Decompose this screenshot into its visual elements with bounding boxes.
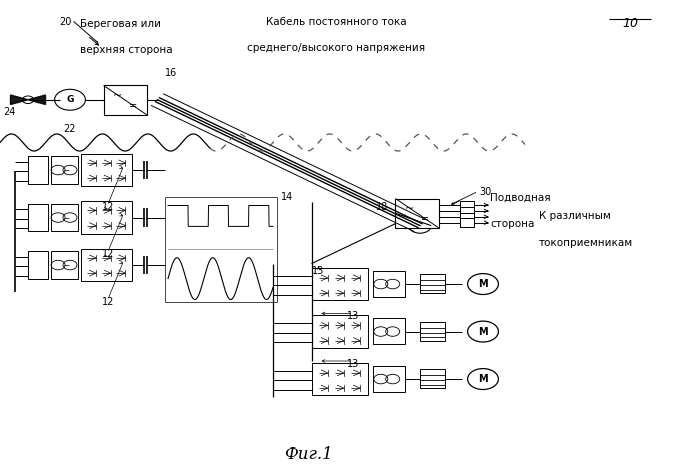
Text: G: G: [66, 95, 74, 104]
Text: К различным: К различным: [539, 211, 610, 221]
Text: ~: ~: [405, 204, 414, 214]
FancyBboxPatch shape: [51, 156, 78, 184]
FancyBboxPatch shape: [312, 363, 368, 395]
Text: Кабель постоянного тока: Кабель постоянного тока: [266, 17, 406, 27]
FancyBboxPatch shape: [28, 251, 48, 279]
Text: M: M: [478, 279, 488, 289]
FancyBboxPatch shape: [81, 249, 132, 281]
Text: 20: 20: [60, 17, 72, 27]
Text: 22: 22: [64, 124, 76, 133]
Text: 24: 24: [4, 106, 16, 117]
FancyBboxPatch shape: [104, 86, 147, 115]
FancyBboxPatch shape: [373, 318, 405, 344]
Text: 12: 12: [102, 202, 115, 212]
FancyBboxPatch shape: [420, 322, 445, 341]
Text: среднего/высокого напряжения: среднего/высокого напряжения: [247, 43, 425, 53]
Text: токоприемникам: токоприемникам: [539, 238, 633, 247]
Text: 13: 13: [346, 311, 358, 321]
FancyBboxPatch shape: [164, 197, 276, 302]
FancyBboxPatch shape: [28, 204, 48, 231]
FancyBboxPatch shape: [395, 199, 439, 228]
Text: Фиг.1: Фиг.1: [284, 446, 332, 463]
Text: ~: ~: [113, 91, 122, 101]
Text: 12: 12: [102, 297, 115, 307]
Text: 13: 13: [312, 266, 323, 276]
Text: 18: 18: [377, 201, 389, 212]
Text: 10: 10: [622, 17, 638, 29]
Text: 16: 16: [164, 68, 176, 78]
FancyBboxPatch shape: [81, 154, 132, 186]
FancyBboxPatch shape: [460, 218, 474, 227]
FancyBboxPatch shape: [460, 201, 474, 209]
Polygon shape: [10, 95, 28, 104]
FancyBboxPatch shape: [51, 251, 78, 279]
Text: 30: 30: [480, 187, 492, 198]
Text: 13: 13: [346, 359, 358, 369]
FancyBboxPatch shape: [312, 315, 368, 348]
FancyBboxPatch shape: [312, 268, 368, 300]
Text: =: =: [421, 214, 428, 224]
Text: 12: 12: [102, 249, 115, 259]
Text: верхняя сторона: верхняя сторона: [80, 45, 173, 55]
FancyBboxPatch shape: [460, 212, 474, 221]
Text: M: M: [478, 374, 488, 384]
Text: сторона: сторона: [490, 218, 534, 228]
Text: M: M: [478, 326, 488, 337]
FancyBboxPatch shape: [420, 274, 445, 293]
FancyBboxPatch shape: [81, 201, 132, 234]
Polygon shape: [28, 95, 46, 104]
Text: Береговая или: Береговая или: [80, 19, 162, 29]
Text: =: =: [129, 101, 137, 111]
FancyBboxPatch shape: [51, 204, 78, 231]
FancyBboxPatch shape: [420, 369, 445, 388]
Text: 14: 14: [281, 192, 293, 202]
FancyBboxPatch shape: [28, 156, 48, 184]
Text: Подводная: Подводная: [490, 192, 551, 202]
FancyBboxPatch shape: [373, 366, 405, 392]
FancyBboxPatch shape: [373, 271, 405, 297]
FancyBboxPatch shape: [460, 207, 474, 215]
